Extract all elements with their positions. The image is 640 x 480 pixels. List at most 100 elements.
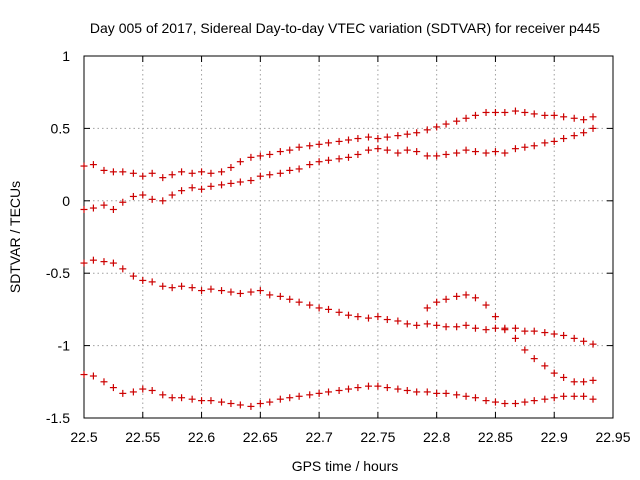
data-point — [560, 373, 568, 381]
data-point — [315, 304, 323, 312]
data-point — [345, 385, 352, 393]
data-point — [247, 288, 255, 296]
data-point — [374, 382, 382, 390]
y-tick-labels: -1.5 -1 -0.5 0 0.5 1 — [46, 48, 70, 426]
data-point — [541, 395, 549, 403]
data-point — [306, 142, 314, 150]
data-point — [129, 272, 137, 280]
data-point — [89, 256, 97, 264]
data-point — [570, 392, 578, 400]
data-point — [276, 292, 284, 300]
data-point — [227, 163, 235, 171]
data-point — [256, 400, 264, 408]
data-point — [325, 156, 333, 164]
data-point — [335, 137, 343, 145]
data-point — [521, 108, 529, 116]
chart-title: Day 005 of 2017, Sidereal Day-to-day VTE… — [90, 20, 600, 36]
data-point — [129, 192, 137, 200]
data-point — [198, 185, 206, 193]
data-point — [521, 143, 529, 151]
data-point — [541, 362, 549, 370]
data-point — [266, 150, 274, 158]
data-point — [501, 400, 509, 408]
data-point — [80, 371, 88, 379]
data-point — [89, 204, 97, 212]
data-point — [178, 394, 186, 402]
data-point — [178, 168, 186, 176]
data-point — [139, 385, 147, 393]
data-point — [247, 153, 255, 161]
data-point — [541, 139, 549, 147]
data-point — [550, 330, 558, 338]
data-point — [423, 152, 431, 160]
data-point — [403, 320, 411, 328]
data-point — [550, 111, 558, 119]
data-point — [286, 394, 294, 402]
data-point — [364, 382, 372, 390]
data-point — [325, 139, 333, 147]
data-point — [198, 168, 206, 176]
x-tick-label: 22.7 — [305, 429, 332, 445]
data-point — [345, 311, 352, 319]
data-point — [335, 155, 343, 163]
data-point — [325, 388, 333, 396]
data-point — [433, 298, 441, 306]
data-point — [580, 392, 588, 400]
data-point — [100, 258, 108, 266]
data-point — [482, 397, 490, 405]
data-point — [560, 135, 568, 143]
data-point — [491, 324, 499, 332]
x-tick-label: 22.65 — [243, 429, 278, 445]
x-axis-label: GPS time / hours — [292, 458, 399, 474]
data-point — [589, 395, 597, 403]
data-point — [188, 169, 196, 177]
data-point — [423, 388, 431, 396]
y-tick-label: -0.5 — [46, 265, 70, 281]
data-point — [570, 114, 578, 122]
data-point — [530, 110, 538, 118]
data-point — [589, 376, 597, 384]
data-point — [570, 378, 578, 386]
data-point — [453, 292, 461, 300]
data-point — [550, 137, 558, 145]
data-point — [129, 169, 137, 177]
data-point — [482, 108, 490, 116]
data-point — [570, 334, 578, 342]
data-point — [491, 398, 499, 406]
data-point — [119, 168, 127, 176]
data-point — [276, 169, 284, 177]
data-point — [159, 174, 167, 182]
data-point — [247, 402, 255, 410]
data-point — [207, 285, 215, 293]
data-point — [227, 288, 235, 296]
data-point — [442, 389, 450, 397]
data-point — [511, 145, 519, 153]
data-point — [256, 152, 264, 160]
data-point — [345, 136, 352, 144]
data-point — [207, 397, 215, 405]
data-point — [501, 108, 509, 116]
data-point — [286, 146, 294, 154]
data-point — [442, 323, 450, 331]
data-point — [335, 386, 343, 394]
data-point — [511, 400, 519, 408]
data-point — [207, 169, 215, 177]
data-point — [403, 386, 411, 394]
data-point — [383, 316, 391, 324]
data-point — [462, 146, 470, 154]
data-point — [364, 146, 372, 154]
x-tick-label: 22.85 — [478, 429, 513, 445]
data-point — [501, 149, 509, 157]
data-point — [159, 197, 167, 205]
plot-frame — [83, 55, 614, 419]
data-point — [148, 195, 156, 203]
x-tick-label: 22.8 — [423, 429, 450, 445]
data-point — [198, 287, 206, 295]
data-point — [89, 161, 97, 169]
data-point — [413, 129, 421, 137]
data-point — [148, 386, 156, 394]
data-point — [374, 313, 382, 321]
data-point — [266, 398, 274, 406]
data-point — [119, 389, 127, 397]
